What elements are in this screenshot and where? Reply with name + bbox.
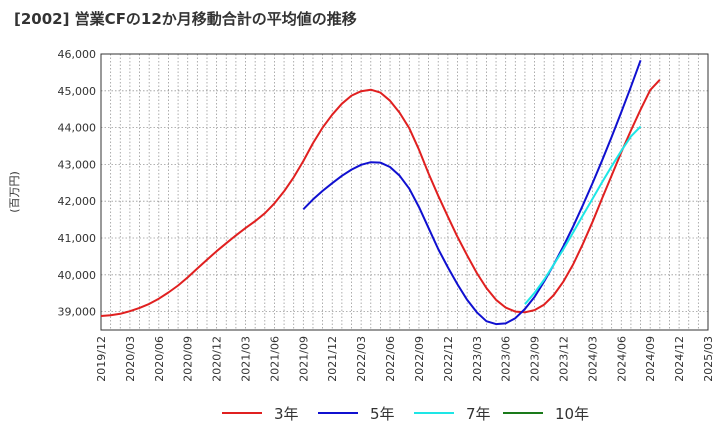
legend-item: 5年 <box>318 398 395 428</box>
y-tick-label: 46,000 <box>58 48 97 61</box>
x-tick-label: 2025/03 <box>702 336 715 382</box>
x-tick-label: 2024/06 <box>615 336 628 382</box>
y-axis-label: (百万円) <box>8 171 21 213</box>
x-tick-label: 2021/12 <box>326 336 339 382</box>
series-line-7年 <box>524 125 642 305</box>
legend-label: 10年 <box>555 404 590 423</box>
legend-swatch <box>414 412 454 414</box>
x-tick-label: 2020/09 <box>182 336 195 382</box>
x-tick-label: 2021/06 <box>268 336 281 382</box>
chart-title: [2002] 営業CFの12か月移動合計の平均値の推移 <box>14 10 357 28</box>
x-tick-label: 2023/06 <box>500 336 513 382</box>
y-tick-label: 41,000 <box>58 232 97 245</box>
x-tick-label: 2022/06 <box>384 336 397 382</box>
y-tick-label: 45,000 <box>58 85 97 98</box>
x-tick-label: 2020/12 <box>211 336 224 382</box>
legend-label: 5年 <box>370 404 395 423</box>
x-tick-label: 2019/12 <box>95 336 108 382</box>
x-tick-label: 2023/03 <box>471 336 484 382</box>
x-tick-label: 2021/09 <box>297 336 310 382</box>
x-tick-label: 2024/03 <box>586 336 599 382</box>
legend-swatch <box>503 412 543 414</box>
series-line-5年 <box>302 59 642 326</box>
y-tick-label: 42,000 <box>58 195 97 208</box>
x-tick-label: 2021/03 <box>240 336 253 382</box>
x-tick-label: 2020/03 <box>124 336 137 382</box>
x-tick-label: 2022/09 <box>413 336 426 382</box>
legend-item: 7年 <box>414 398 491 428</box>
y-tick-label: 43,000 <box>58 158 97 171</box>
legend-swatch <box>318 412 358 414</box>
x-tick-label: 2022/12 <box>442 336 455 382</box>
x-tick-label: 2023/09 <box>529 336 542 382</box>
x-tick-label: 2024/12 <box>673 336 686 382</box>
chart-legend: 3年 5年 7年 10年 <box>0 398 720 428</box>
y-tick-label: 40,000 <box>58 269 97 282</box>
legend-item: 10年 <box>503 398 589 428</box>
series-line-3年 <box>100 79 661 317</box>
plot-frame <box>100 53 709 331</box>
y-tick-label: 39,000 <box>58 306 97 319</box>
legend-label: 7年 <box>466 404 491 423</box>
legend-label: 3年 <box>274 404 299 423</box>
x-tick-label: 2024/09 <box>644 336 657 382</box>
x-tick-label: 2023/12 <box>557 336 570 382</box>
y-tick-label: 44,000 <box>58 122 97 135</box>
legend-swatch <box>222 412 262 414</box>
x-tick-label: 2022/03 <box>355 336 368 382</box>
legend-item: 3年 <box>222 398 299 428</box>
x-tick-label: 2020/06 <box>153 336 166 382</box>
